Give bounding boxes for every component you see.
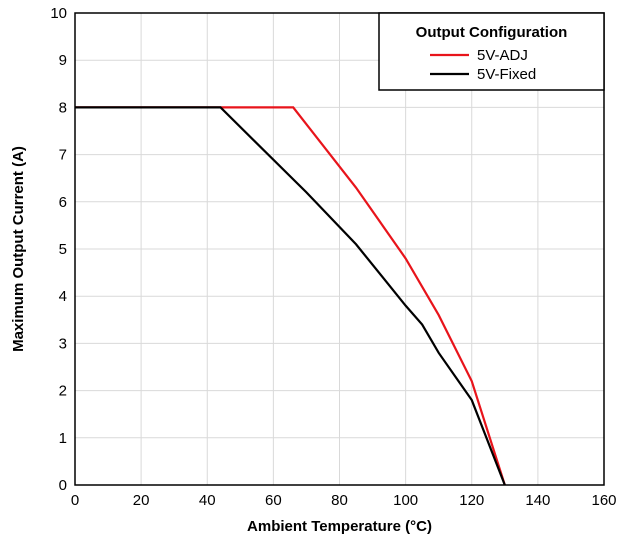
y-tick-label: 0 (59, 477, 67, 494)
y-tick-label: 6 (59, 194, 67, 211)
legend-box (378, 12, 605, 91)
grid (74, 12, 605, 486)
y-tick-label: 3 (59, 335, 67, 352)
series-line-adj (75, 106, 506, 486)
x-tick-label: 80 (331, 492, 348, 509)
x-tick-label: 140 (525, 492, 550, 509)
y-tick-label: 10 (50, 5, 67, 22)
x-tick-label: 20 (133, 492, 150, 509)
x-axis-ticks: 0 20 40 60 80 100 120 140 160 (71, 492, 617, 509)
x-tick-label: 60 (265, 492, 282, 509)
x-axis-title: Ambient Temperature (°C) (247, 518, 432, 535)
legend-title: Output Configuration (416, 24, 568, 41)
x-tick-label: 160 (591, 492, 616, 509)
x-tick-label: 120 (459, 492, 484, 509)
y-tick-label: 8 (59, 99, 67, 116)
y-tick-label: 4 (59, 288, 67, 305)
plot-frame (74, 12, 605, 486)
y-tick-label: 9 (59, 52, 67, 69)
y-tick-label: 2 (59, 383, 67, 400)
y-tick-label: 7 (59, 147, 67, 164)
legend-label: 5V-Fixed (477, 66, 536, 83)
x-tick-label: 40 (199, 492, 216, 509)
x-tick-label: 0 (71, 492, 79, 509)
legend-items: 5V-ADJ 5V-Fixed (430, 47, 536, 83)
y-axis-ticks: 0 1 2 3 4 5 6 7 8 9 10 (50, 5, 67, 494)
series-line-fixed (75, 106, 506, 486)
y-tick-label: 5 (59, 241, 67, 258)
legend-label: 5V-ADJ (477, 47, 528, 64)
x-tick-label: 100 (393, 492, 418, 509)
series-lines (75, 106, 506, 486)
legend: Output Configuration 5V-ADJ 5V-Fixed (378, 12, 605, 91)
y-axis-title: Maximum Output Current (A) (10, 146, 27, 352)
y-tick-label: 1 (59, 430, 67, 447)
